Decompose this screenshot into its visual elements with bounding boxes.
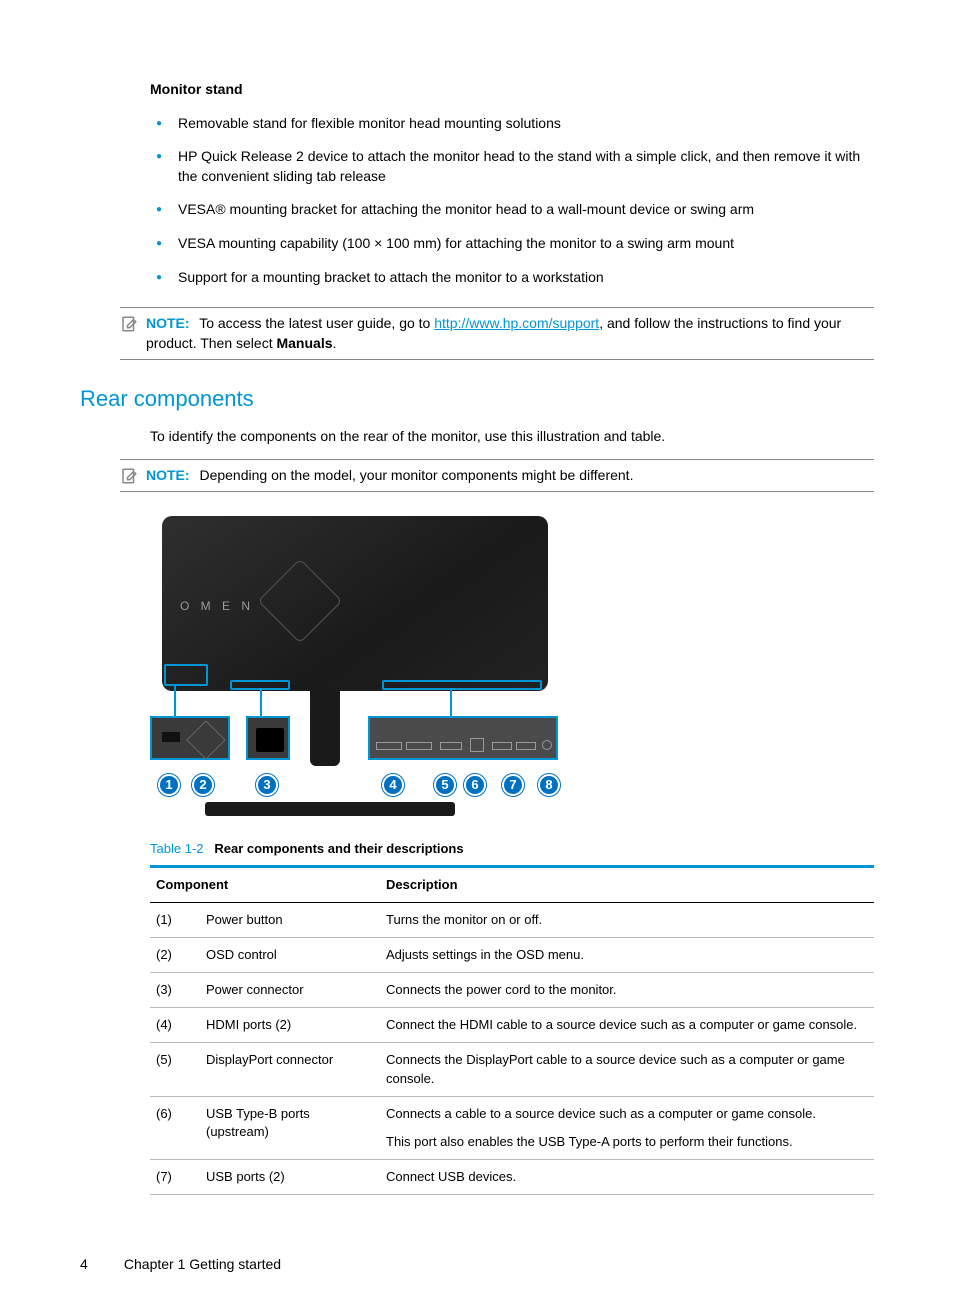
table-row: (2) OSD control Adjusts settings in the … (150, 937, 874, 972)
stand-base (205, 802, 455, 816)
leader-line (450, 690, 452, 716)
cell-comp: USB ports (2) (200, 1160, 380, 1195)
page-number: 4 (80, 1255, 120, 1275)
table-row: (7) USB ports (2) Connect USB devices. (150, 1160, 874, 1195)
cell-num: (4) (150, 1008, 200, 1043)
table-row: (4) HDMI ports (2) Connect the HDMI cabl… (150, 1008, 874, 1043)
cell-num: (5) (150, 1043, 200, 1096)
list-item: Removable stand for flexible monitor hea… (150, 114, 874, 134)
cell-desc: Connect the HDMI cable to a source devic… (380, 1008, 874, 1043)
monitor-stand-heading: Monitor stand (150, 80, 874, 100)
note-2: NOTE: Depending on the model, your monit… (120, 459, 874, 493)
port-panel-io (368, 716, 558, 760)
table-row: (6) USB Type-B ports (upstream) Connects… (150, 1096, 874, 1159)
cell-comp: Power button (200, 902, 380, 937)
rear-components-table: Component Description (1) Power button T… (150, 865, 874, 1196)
cell-desc: Connects a cable to a source device such… (380, 1096, 874, 1159)
callout-2: 2 (192, 774, 214, 796)
list-item: VESA® mounting bracket for attaching the… (150, 200, 874, 220)
callout-box (164, 664, 208, 686)
col-description: Description (380, 866, 874, 902)
cell-num: (1) (150, 902, 200, 937)
support-link[interactable]: http://www.hp.com/support (434, 315, 599, 331)
callout-5: 5 (434, 774, 456, 796)
note-text-pre: To access the latest user guide, go to (199, 315, 434, 331)
cell-comp: DisplayPort connector (200, 1043, 380, 1096)
callout-6: 6 (464, 774, 486, 796)
note-label: NOTE: (146, 315, 190, 331)
cell-desc: Connects the power cord to the monitor. (380, 973, 874, 1008)
monitor-stand-bullets: Removable stand for flexible monitor hea… (150, 114, 874, 288)
table-caption: Table 1-2 Rear components and their desc… (150, 840, 874, 858)
note-1: NOTE: To access the latest user guide, g… (120, 307, 874, 360)
cell-desc: Turns the monitor on or off. (380, 902, 874, 937)
cell-num: (6) (150, 1096, 200, 1159)
note-text: Depending on the model, your monitor com… (199, 467, 633, 483)
callout-1: 1 (158, 774, 180, 796)
page-footer: 4 Chapter 1 Getting started (80, 1255, 874, 1275)
cell-desc: Connects the DisplayPort cable to a sour… (380, 1043, 874, 1096)
note-label: NOTE: (146, 467, 190, 483)
callout-box (382, 680, 542, 690)
callout-7: 7 (502, 774, 524, 796)
note-icon (120, 315, 138, 333)
cell-comp: USB Type-B ports (upstream) (200, 1096, 380, 1159)
caption-lead: Table 1-2 (150, 841, 203, 856)
cell-desc-p1: Connects a cable to a source device such… (386, 1105, 868, 1123)
list-item: HP Quick Release 2 device to attach the … (150, 147, 874, 186)
cell-num: (7) (150, 1160, 200, 1195)
brand-text: O M E N (180, 598, 254, 615)
callout-4: 4 (382, 774, 404, 796)
cell-comp: OSD control (200, 937, 380, 972)
caption-rest: Rear components and their descriptions (214, 841, 463, 856)
cell-desc-p2: This port also enables the USB Type-A po… (386, 1133, 868, 1151)
cell-num: (3) (150, 973, 200, 1008)
cell-num: (2) (150, 937, 200, 972)
rear-figure: O M E N 1 2 3 4 (150, 516, 560, 816)
leader-line (174, 686, 176, 716)
table-row: (5) DisplayPort connector Connects the D… (150, 1043, 874, 1096)
table-row: (3) Power connector Connects the power c… (150, 973, 874, 1008)
callout-8: 8 (538, 774, 560, 796)
cell-desc: Connect USB devices. (380, 1160, 874, 1195)
table-row: (1) Power button Turns the monitor on or… (150, 902, 874, 937)
callout-3: 3 (256, 774, 278, 796)
col-component: Component (150, 866, 380, 902)
leader-line (260, 690, 262, 716)
note-icon (120, 467, 138, 485)
port-panel-left (150, 716, 230, 760)
note-text-tail: . (333, 335, 337, 351)
cell-desc: Adjusts settings in the OSD menu. (380, 937, 874, 972)
cell-comp: HDMI ports (2) (200, 1008, 380, 1043)
port-panel-power (246, 716, 290, 760)
callout-box (230, 680, 290, 690)
manuals-bold: Manuals (276, 335, 332, 351)
list-item: VESA mounting capability (100 × 100 mm) … (150, 234, 874, 254)
rear-intro: To identify the components on the rear o… (150, 427, 874, 447)
cell-comp: Power connector (200, 973, 380, 1008)
list-item: Support for a mounting bracket to attach… (150, 268, 874, 288)
rear-components-heading: Rear components (80, 384, 874, 415)
